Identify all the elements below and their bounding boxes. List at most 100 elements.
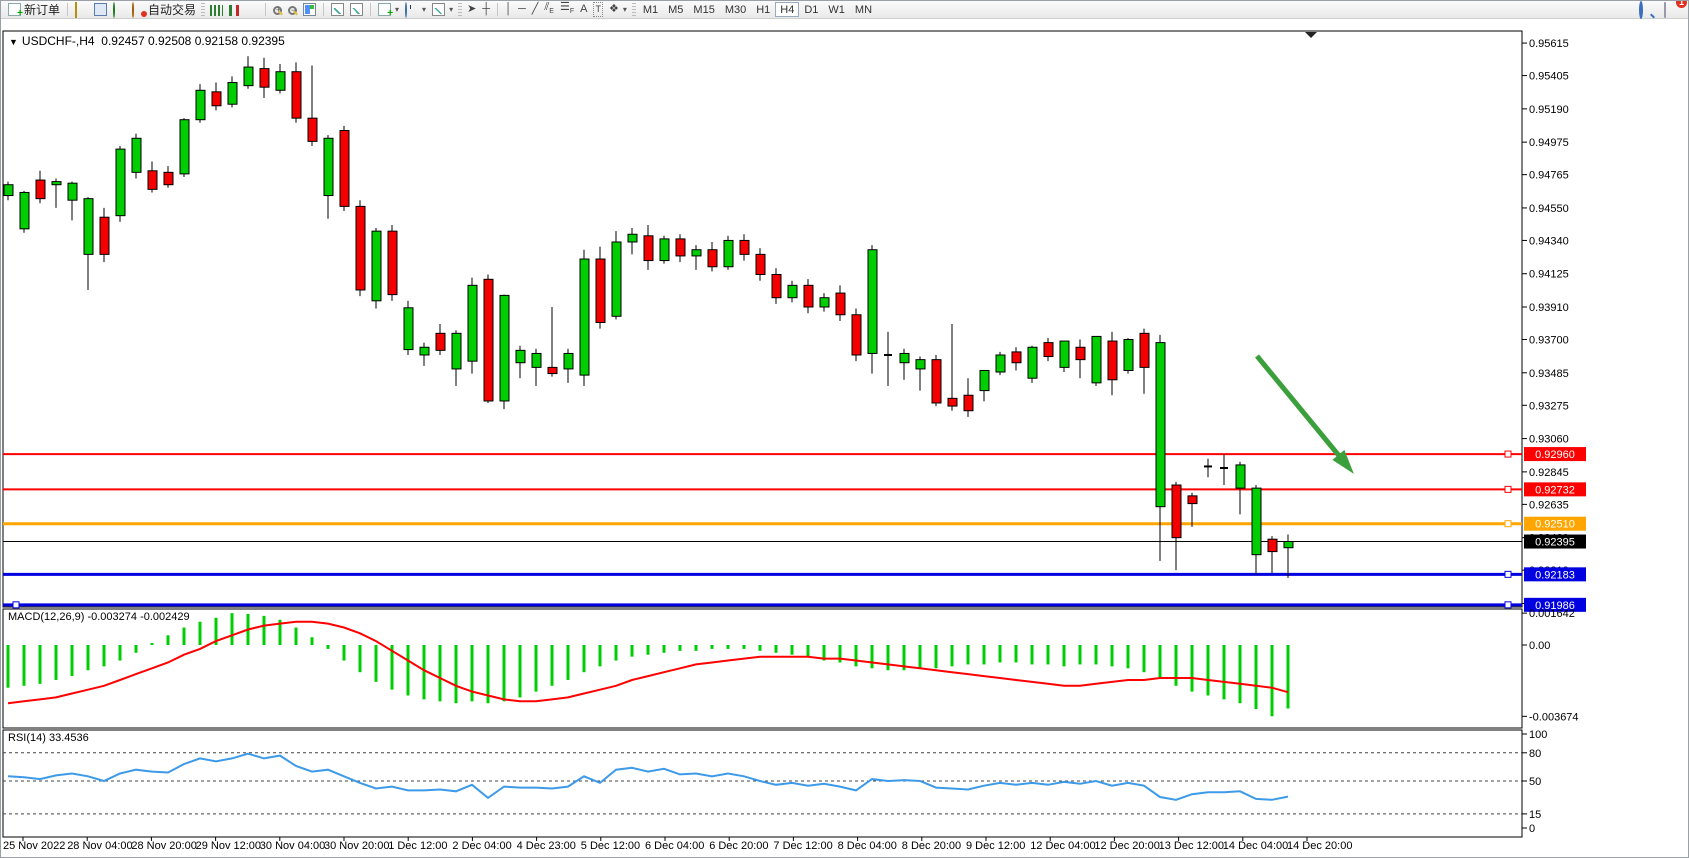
vline-tool-button[interactable]: │ bbox=[502, 2, 515, 18]
hline-handle-icon[interactable] bbox=[1504, 485, 1512, 493]
text-tool-button[interactable]: A bbox=[577, 2, 590, 18]
bull-candle bbox=[243, 66, 254, 87]
macd-histogram-bar bbox=[38, 645, 42, 684]
signals-button[interactable] bbox=[110, 2, 129, 18]
macd-histogram-bar bbox=[278, 619, 282, 645]
chart-shift-button[interactable] bbox=[347, 2, 366, 18]
macd-histogram-bar bbox=[1174, 645, 1178, 686]
price-line-tag bbox=[1524, 447, 1586, 462]
bull-candle bbox=[515, 349, 526, 364]
macd-histogram-bar bbox=[918, 645, 922, 669]
bear-candle bbox=[483, 278, 494, 402]
timeframe-button-d1[interactable]: D1 bbox=[804, 4, 819, 16]
bull-candle bbox=[1059, 340, 1070, 368]
macd-histogram-bar bbox=[454, 645, 458, 704]
bear-candle bbox=[387, 230, 398, 296]
trend-arrow[interactable] bbox=[1255, 354, 1347, 465]
cursor-tool-button[interactable]: ➤ bbox=[464, 2, 479, 18]
timeframe-button-h4[interactable]: H4 bbox=[775, 2, 800, 17]
new-order-label: 新订单 bbox=[24, 3, 61, 17]
zoom-in-button[interactable]: + bbox=[270, 2, 285, 18]
rsi-axis-label: 15 bbox=[1529, 809, 1541, 821]
terminal-button[interactable] bbox=[91, 2, 110, 18]
horizontal-line-icon: ─ bbox=[517, 3, 526, 15]
chart-shift-marker-icon[interactable] bbox=[1305, 32, 1317, 38]
cursor-icon: ➤ bbox=[467, 3, 477, 15]
time-axis-label: 28 Nov 20:00 bbox=[131, 840, 196, 852]
candlestick-chart-button[interactable] bbox=[226, 2, 242, 18]
macd-histogram-bar bbox=[774, 645, 778, 653]
macd-histogram-bar bbox=[518, 645, 522, 698]
macd-histogram-bar bbox=[198, 621, 202, 645]
bear-candle bbox=[339, 130, 350, 207]
time-axis-label: 29 Nov 12:00 bbox=[196, 840, 261, 852]
hline-tool-button[interactable]: ─ bbox=[515, 2, 529, 18]
zoom-out-button[interactable]: − bbox=[285, 2, 300, 18]
macd-axis-label: 0.001642 bbox=[1529, 608, 1575, 620]
timeframe-button-m30[interactable]: M30 bbox=[724, 4, 747, 16]
indicators-button[interactable]: + ▾ bbox=[375, 2, 402, 19]
indicators-icon: + bbox=[378, 3, 393, 19]
bear-candle bbox=[771, 273, 782, 299]
trend-arrow-head-icon[interactable] bbox=[1332, 450, 1354, 474]
periods-button[interactable]: ▾ bbox=[402, 2, 429, 18]
arrows-tool-button[interactable]: ❖ ▾ bbox=[608, 3, 627, 15]
channel-tool-button[interactable]: ⫽E bbox=[541, 1, 557, 18]
crosshair-tool-button[interactable]: ┼ bbox=[479, 2, 493, 18]
macd-histogram-bar bbox=[550, 645, 554, 686]
macd-histogram-bar bbox=[886, 645, 890, 671]
vertical-line-icon: │ bbox=[505, 3, 512, 15]
chart-symbol-title[interactable]: ▼ USDCHF-,H4 0.92457 0.92508 0.92158 0.92… bbox=[9, 34, 285, 48]
time-axis-label: 12 Dec 20:00 bbox=[1094, 840, 1159, 852]
time-axis-label: 8 Dec 20:00 bbox=[902, 840, 961, 852]
auto-scroll-button[interactable] bbox=[328, 2, 347, 18]
timeframe-button-m5[interactable]: M5 bbox=[668, 4, 684, 16]
bull-candle bbox=[499, 294, 510, 402]
macd-histogram-bar bbox=[1190, 645, 1194, 692]
bear-candle bbox=[835, 292, 846, 316]
bull-candle bbox=[67, 182, 78, 201]
fibonacci-tool-button[interactable]: ☰F bbox=[557, 1, 577, 18]
auto-scroll-icon bbox=[331, 3, 345, 16]
bull-candle bbox=[867, 249, 878, 354]
hline-handle-icon[interactable] bbox=[1504, 450, 1512, 458]
text-label-tool-button[interactable]: T bbox=[590, 2, 606, 18]
collapse-triangle-icon[interactable]: ▼ bbox=[9, 37, 18, 47]
bear-candle bbox=[547, 366, 558, 375]
bar-chart-button[interactable] bbox=[207, 2, 226, 18]
bear-candle bbox=[1187, 495, 1198, 505]
bear-candle bbox=[211, 91, 222, 107]
hline-handle-icon[interactable] bbox=[12, 601, 20, 609]
price-axis-label: 0.94125 bbox=[1529, 269, 1569, 281]
macd-histogram-bar bbox=[342, 645, 346, 661]
timeframe-button-h1[interactable]: H1 bbox=[756, 4, 771, 16]
market-watch-button[interactable] bbox=[72, 2, 91, 18]
timeframe-button-m1[interactable]: M1 bbox=[642, 4, 659, 16]
search-button[interactable] bbox=[1636, 1, 1655, 19]
macd-histogram-bar bbox=[262, 615, 266, 645]
hline-handle-icon[interactable] bbox=[1504, 570, 1512, 578]
rsi-pane-border bbox=[2, 729, 1523, 838]
macd-histogram-bar bbox=[390, 645, 394, 690]
macd-histogram-bar bbox=[1206, 645, 1210, 696]
macd-histogram-bar bbox=[902, 645, 906, 671]
macd-histogram-bar bbox=[86, 645, 90, 671]
templates-button[interactable]: ▾ bbox=[429, 2, 456, 18]
line-chart-button[interactable] bbox=[242, 2, 261, 18]
tile-windows-button[interactable] bbox=[300, 2, 319, 18]
new-order-button[interactable]: + 新订单 bbox=[5, 2, 63, 19]
notifications-button[interactable]: 1 bbox=[1661, 1, 1687, 18]
hline-handle-icon[interactable] bbox=[1504, 520, 1512, 528]
terminal-icon bbox=[94, 3, 108, 16]
auto-trading-button[interactable]: 自动交易 bbox=[129, 2, 199, 18]
macd-signal-line bbox=[7, 620, 1289, 705]
trendline-tool-button[interactable]: ╱ bbox=[529, 2, 542, 18]
hline-handle-icon[interactable] bbox=[1504, 601, 1512, 609]
timeframe-button-mn[interactable]: MN bbox=[854, 4, 873, 16]
tile-windows-icon bbox=[303, 3, 317, 16]
timeframe-button-w1[interactable]: W1 bbox=[828, 4, 845, 16]
macd-histogram-bar bbox=[310, 637, 314, 645]
macd-histogram-bar bbox=[1270, 645, 1274, 717]
timeframe-button-m15[interactable]: M15 bbox=[693, 4, 715, 16]
price-line-tag bbox=[1524, 516, 1586, 531]
